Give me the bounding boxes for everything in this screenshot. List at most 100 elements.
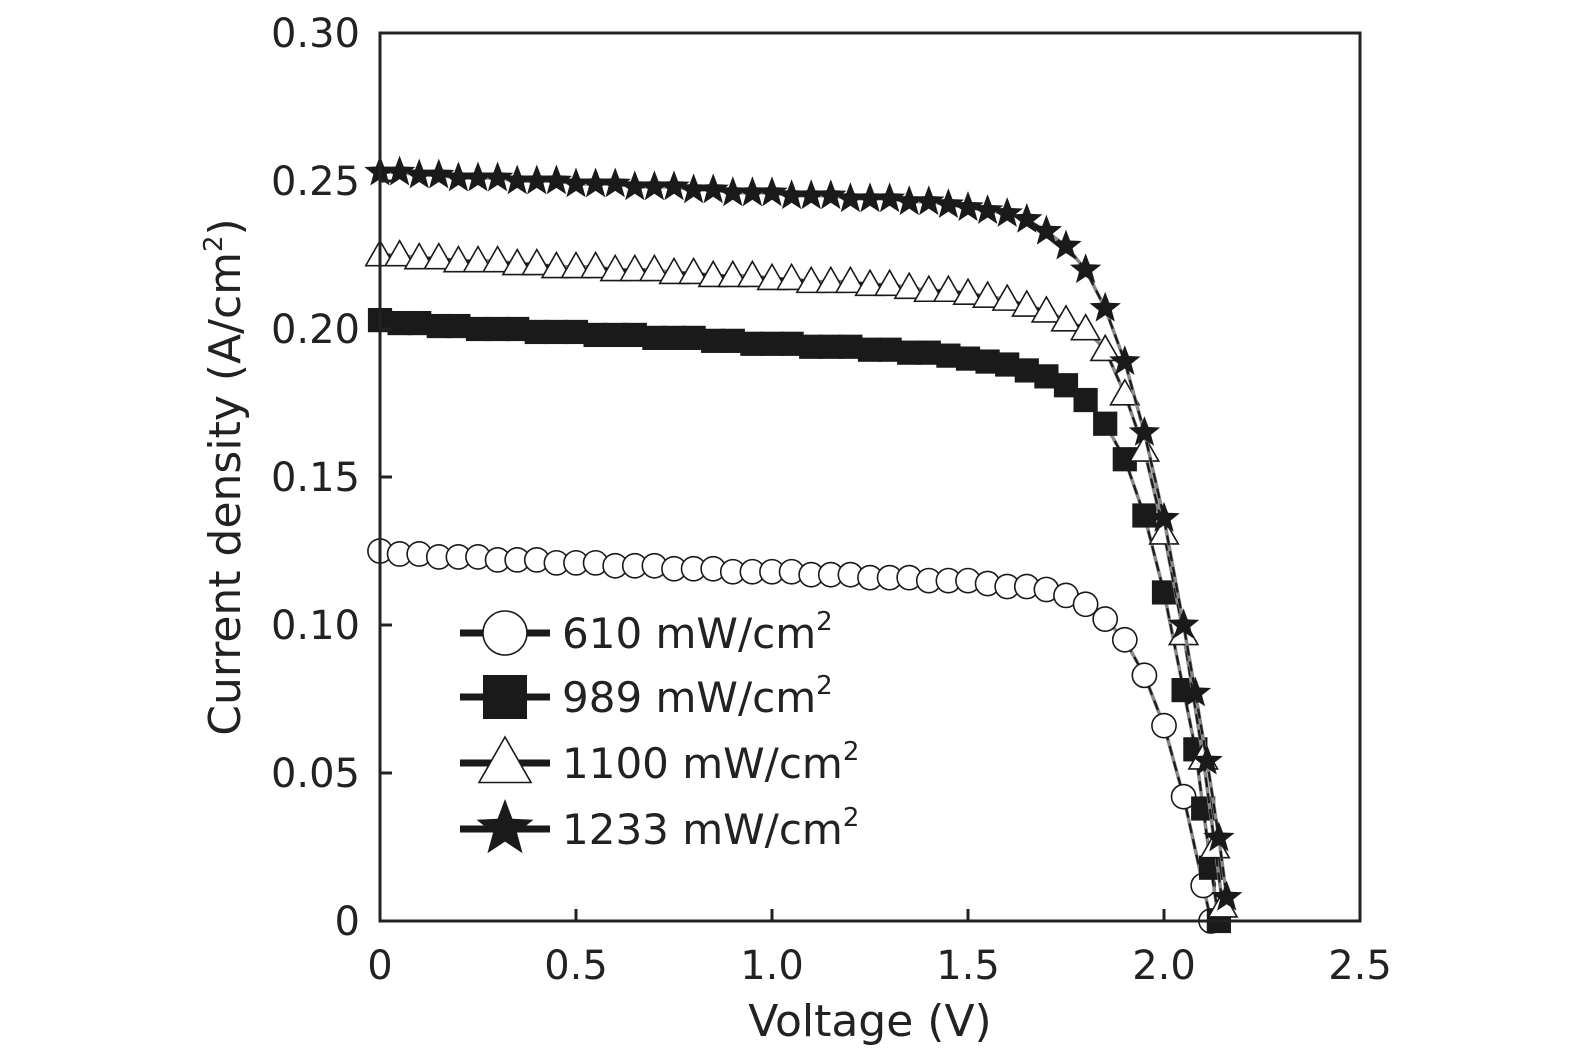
data-point [501, 164, 533, 195]
data-point [815, 179, 847, 210]
data-point [1030, 295, 1063, 323]
legend-label-sup: 2 [816, 607, 833, 637]
data-point [1069, 253, 1102, 284]
data-point [1191, 744, 1223, 775]
data-point [1089, 333, 1121, 362]
data-point [893, 185, 925, 216]
data-point [638, 253, 671, 282]
data-point [913, 185, 945, 216]
x-tick-label: 1.5 [936, 943, 1000, 989]
data-point [1128, 434, 1161, 462]
data-point [383, 155, 416, 186]
data-point [1092, 606, 1119, 632]
data-point [1050, 304, 1082, 332]
series-2 [364, 239, 1239, 918]
series-1 [367, 308, 1231, 934]
data-point [638, 170, 671, 201]
data-point [476, 799, 534, 854]
data-point [1109, 345, 1141, 375]
legend-label-main: 610 mW/cm [562, 609, 816, 658]
data-point [540, 164, 573, 195]
legend-item-2: 1100 mW/cm2 [460, 735, 859, 788]
data-point [599, 167, 631, 198]
y-axis-label: Current density (A/cm2) [199, 218, 251, 735]
data-point [481, 161, 514, 192]
y-tick-label: 0.15 [271, 455, 360, 501]
legend-label-sup: 2 [816, 671, 833, 701]
y-axis-label-close: ) [200, 218, 251, 235]
data-point [873, 182, 906, 213]
data-point [1131, 662, 1158, 689]
data-point [795, 265, 827, 294]
tick-layer: 0 0.5 1.0 1.5 2.0 2.5 0 0.05 0.10 0.15 0.20 0.25 0.3… [271, 11, 1392, 989]
data-point [1069, 313, 1102, 341]
y-tick-label: 0.30 [271, 11, 360, 57]
data-point [952, 277, 984, 306]
data-point [756, 176, 788, 207]
y-tick-label: 0.10 [271, 603, 360, 649]
data-point [599, 253, 631, 282]
data-point [403, 242, 435, 270]
data-point [1050, 229, 1082, 260]
data-point [991, 197, 1023, 227]
legend-label: 1233 mW/cm2 [562, 803, 859, 854]
data-point [477, 735, 533, 784]
x-tick-label: 0.5 [544, 943, 608, 989]
data-point [717, 176, 749, 207]
data-point [482, 610, 528, 656]
data-point [952, 191, 984, 221]
data-point [1151, 712, 1177, 739]
legend-label-sup: 2 [843, 803, 860, 833]
data-point [1030, 214, 1063, 245]
data-point [834, 265, 867, 294]
data-point [1167, 608, 1200, 639]
series-line-dash [380, 171, 1228, 898]
legend-label: 1100 mW/cm2 [562, 737, 859, 788]
y-tick-label: 0.05 [271, 751, 360, 797]
y-axis-label-sup: 2 [199, 235, 229, 252]
data-point [1148, 517, 1180, 545]
data-point [677, 173, 710, 204]
data-point [971, 194, 1004, 224]
data-point [462, 161, 494, 192]
data-point [423, 242, 455, 270]
data-point [775, 262, 808, 291]
legend-label: 610 mW/cm2 [562, 607, 833, 658]
plot-frame [378, 31, 1362, 923]
data-point [756, 262, 788, 291]
data-point [736, 176, 769, 207]
legend-item-1: 989 mW/cm2 [460, 671, 833, 722]
data-point [462, 245, 494, 273]
data-point [913, 274, 945, 303]
data-point [521, 247, 553, 276]
data-point [795, 179, 827, 210]
data-point [521, 164, 553, 195]
x-tick-label: 0 [367, 943, 392, 989]
data-point [560, 167, 592, 198]
legend-label-sup: 2 [843, 737, 860, 767]
legend-label-main: 1233 mW/cm [562, 805, 843, 854]
data-point [815, 265, 847, 294]
data-point [423, 158, 455, 189]
data-point [932, 188, 965, 218]
data-point [1111, 626, 1138, 653]
y-tick-label: 0 [335, 899, 360, 945]
data-point [873, 268, 906, 297]
data-point [893, 271, 925, 300]
legend-item-0: 610 mW/cm2 [460, 607, 833, 658]
legend-label: 989 mW/cm2 [562, 671, 833, 722]
x-tick-label: 2.0 [1132, 943, 1196, 989]
data-point [1128, 416, 1161, 446]
data-point [658, 170, 690, 201]
data-point [579, 250, 612, 279]
data-point [383, 239, 416, 267]
legend-label-main: 1100 mW/cm [562, 739, 843, 788]
data-point [717, 259, 749, 288]
data-point [971, 280, 1004, 308]
data-point [1148, 501, 1180, 532]
data-point [834, 182, 867, 213]
data-point [481, 245, 514, 273]
y-tick-label: 0.25 [271, 159, 360, 205]
